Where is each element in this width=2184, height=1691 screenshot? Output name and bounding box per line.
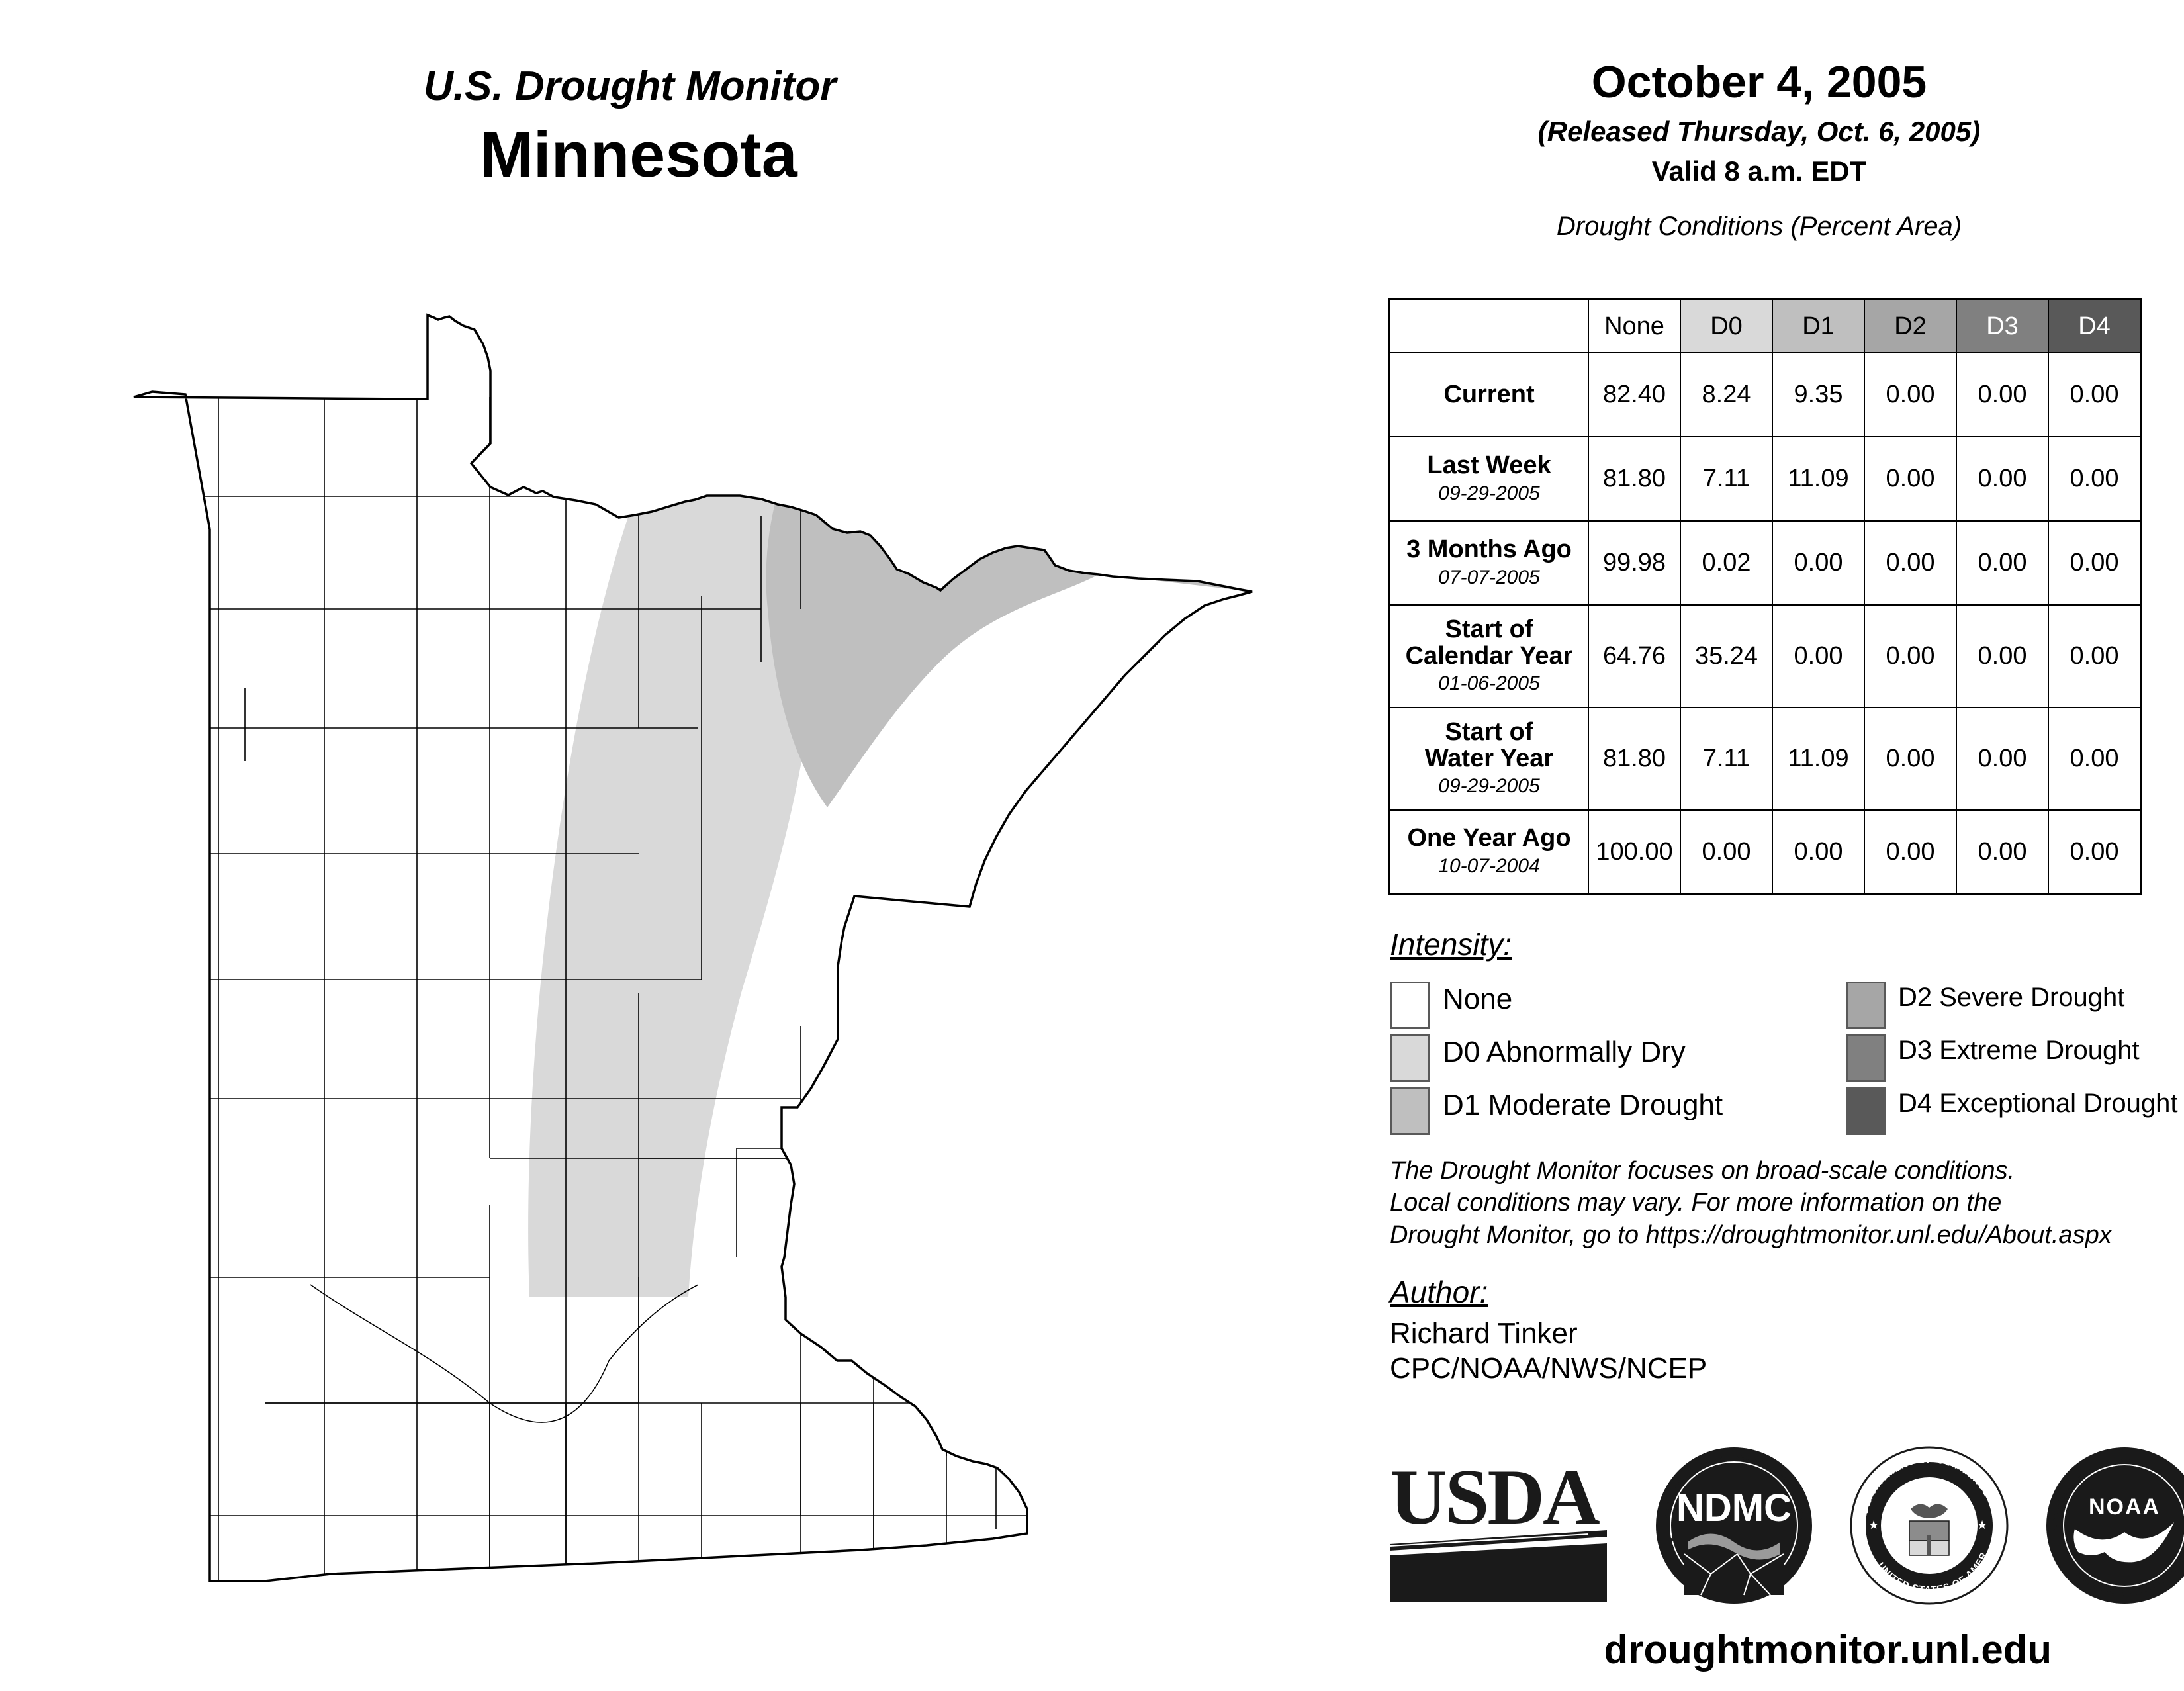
svg-text:NOAA: NOAA	[2089, 1494, 2160, 1520]
svg-text:USDA: USDA	[1390, 1453, 1600, 1541]
svg-text:NDMC: NDMC	[1676, 1486, 1792, 1530]
svg-text:★: ★	[1868, 1518, 1879, 1531]
svg-text:★: ★	[1977, 1518, 1987, 1531]
